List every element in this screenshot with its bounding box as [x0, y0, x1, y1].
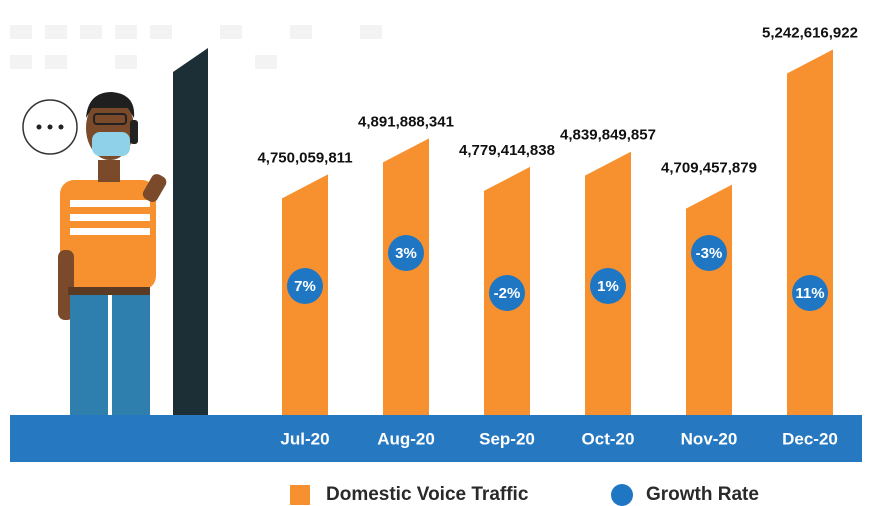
x-tick-label: Sep-20	[479, 429, 535, 448]
bar	[383, 138, 429, 415]
legend: Domestic Voice Traffic Growth Rate	[290, 484, 759, 506]
x-tick-label: Jul-20	[280, 429, 329, 448]
legend-label: Domestic Voice Traffic	[326, 484, 529, 505]
person-illustration	[23, 92, 169, 415]
chart: Domestic Voice Traffic Growth Rate Jul-2…	[0, 0, 872, 506]
growth-label: 11%	[795, 285, 824, 302]
bar	[686, 185, 732, 415]
value-label: 4,750,059,811	[257, 149, 352, 166]
legend-label: Growth Rate	[646, 484, 759, 505]
legend-swatch	[290, 485, 310, 505]
value-label: 4,709,457,879	[661, 160, 757, 177]
growth-label: -3%	[696, 245, 723, 262]
bar	[787, 50, 833, 415]
growth-label: -2%	[494, 285, 521, 302]
value-label: 5,242,616,922	[762, 25, 858, 42]
growth-label: 7%	[294, 278, 316, 295]
x-tick-label: Nov-20	[681, 429, 738, 448]
growth-label: 1%	[597, 278, 619, 295]
value-label: 4,779,414,838	[459, 142, 555, 159]
x-tick-label: Oct-20	[582, 429, 635, 448]
growth-label: 3%	[395, 245, 417, 262]
post	[173, 48, 208, 415]
x-tick-label: Aug-20	[377, 429, 435, 448]
x-tick-label: Dec-20	[782, 429, 838, 448]
value-label: 4,839,849,857	[560, 127, 656, 144]
value-label: 4,891,888,341	[358, 113, 454, 130]
legend-swatch	[611, 484, 633, 506]
